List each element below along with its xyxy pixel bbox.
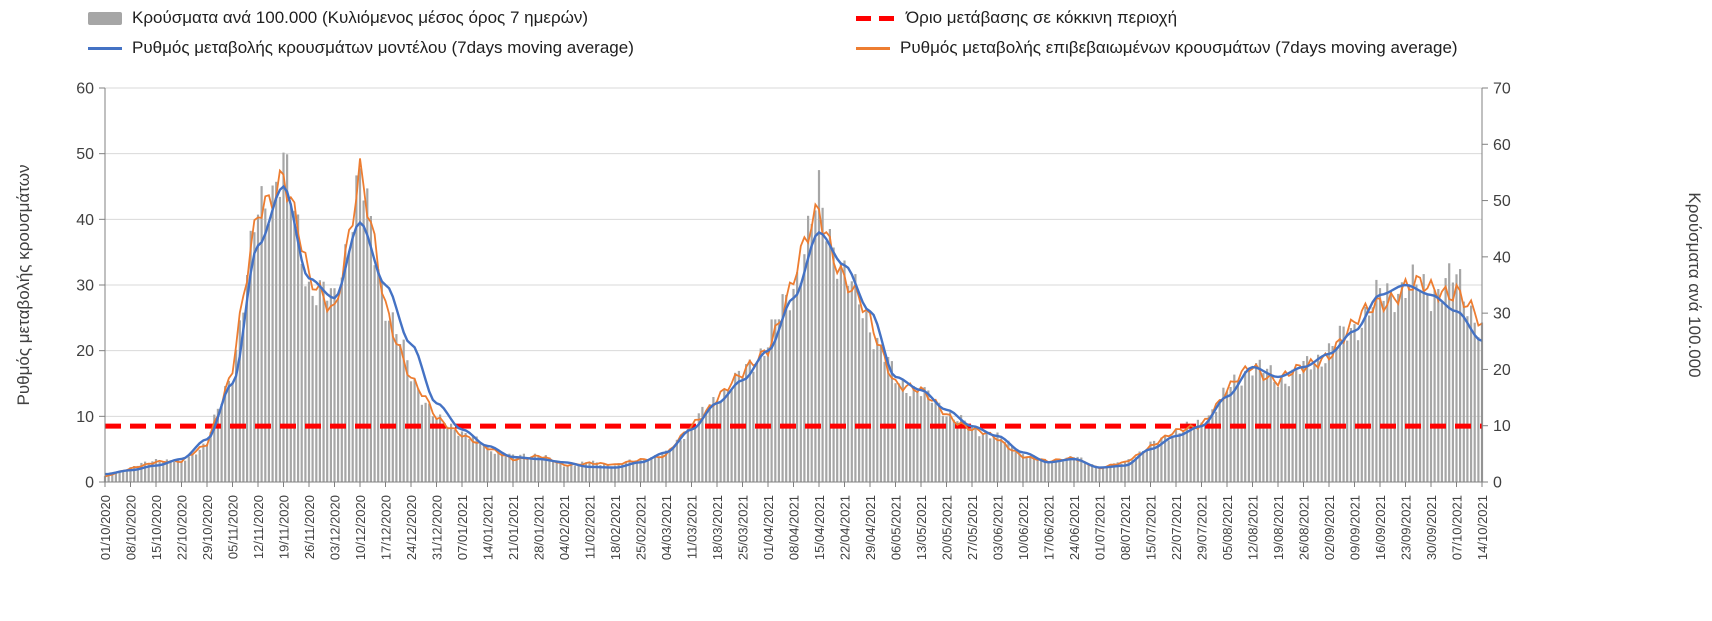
svg-text:29/10/2020: 29/10/2020 — [200, 495, 215, 560]
confirmed-line-swatch — [856, 46, 890, 50]
svg-text:17/12/2020: 17/12/2020 — [379, 495, 394, 560]
svg-text:15/07/2021: 15/07/2021 — [1144, 495, 1159, 560]
svg-text:30/09/2021: 30/09/2021 — [1424, 495, 1439, 560]
svg-text:40: 40 — [76, 212, 94, 229]
svg-text:03/06/2021: 03/06/2021 — [991, 495, 1006, 560]
svg-text:02/09/2021: 02/09/2021 — [1322, 495, 1337, 560]
svg-text:08/07/2021: 08/07/2021 — [1118, 495, 1133, 560]
svg-text:22/04/2021: 22/04/2021 — [838, 495, 853, 560]
legend-item-bars: Κρούσματα ανά 100.000 (Κυλιόμενος μέσος … — [88, 8, 856, 28]
left-axis-title: Ρυθμός μεταβολής κρουσμάτων — [14, 164, 33, 406]
legend-label-model: Ρυθμός μεταβολής κρουσμάτων μοντέλου (7d… — [132, 38, 634, 57]
svg-text:10/06/2021: 10/06/2021 — [1016, 495, 1031, 560]
svg-text:07/01/2021: 07/01/2021 — [455, 495, 470, 560]
svg-text:03/12/2020: 03/12/2020 — [328, 495, 343, 560]
svg-text:20: 20 — [1493, 362, 1511, 379]
legend-item-model: Ρυθμός μεταβολής κρουσμάτων μοντέλου (7d… — [88, 38, 856, 58]
threshold-dash-swatch — [856, 15, 896, 21]
svg-text:60: 60 — [1493, 137, 1511, 154]
svg-text:10: 10 — [1493, 418, 1511, 435]
svg-text:17/06/2021: 17/06/2021 — [1042, 495, 1057, 560]
svg-text:21/01/2021: 21/01/2021 — [506, 495, 521, 560]
svg-text:08/04/2021: 08/04/2021 — [787, 495, 802, 560]
svg-text:28/01/2021: 28/01/2021 — [532, 495, 547, 560]
right-axis-title: Κρούσματα ανά 100.000 — [1685, 192, 1704, 378]
svg-text:29/07/2021: 29/07/2021 — [1195, 495, 1210, 560]
svg-text:04/03/2021: 04/03/2021 — [659, 495, 674, 560]
svg-text:20: 20 — [76, 343, 94, 360]
svg-text:0: 0 — [85, 475, 94, 492]
svg-text:22/10/2020: 22/10/2020 — [175, 495, 190, 560]
svg-text:20/05/2021: 20/05/2021 — [940, 495, 955, 560]
legend-label-threshold: Όριο μετάβασης σε κόκκινη περιοχή — [906, 8, 1178, 27]
svg-text:24/06/2021: 24/06/2021 — [1067, 495, 1082, 560]
svg-text:14/10/2021: 14/10/2021 — [1475, 495, 1490, 560]
svg-text:01/07/2021: 01/07/2021 — [1093, 495, 1108, 560]
legend-row-2: Ρυθμός μεταβολής κρουσμάτων μοντέλου (7d… — [0, 38, 1712, 58]
svg-text:10: 10 — [76, 409, 94, 426]
svg-text:15/10/2020: 15/10/2020 — [149, 495, 164, 560]
svg-text:30: 30 — [1493, 306, 1511, 323]
svg-text:30: 30 — [76, 278, 94, 295]
svg-text:14/01/2021: 14/01/2021 — [481, 495, 496, 560]
svg-text:19/11/2020: 19/11/2020 — [277, 495, 292, 559]
svg-text:24/12/2020: 24/12/2020 — [404, 495, 419, 560]
svg-text:15/04/2021: 15/04/2021 — [812, 495, 827, 560]
svg-text:13/05/2021: 13/05/2021 — [914, 495, 929, 560]
svg-text:50: 50 — [76, 146, 94, 163]
svg-text:12/11/2020: 12/11/2020 — [251, 495, 266, 559]
chart-legend: Κρούσματα ανά 100.000 (Κυλιόμενος μέσος … — [0, 8, 1712, 68]
svg-text:29/04/2021: 29/04/2021 — [863, 495, 878, 560]
svg-text:05/11/2020: 05/11/2020 — [226, 495, 241, 559]
svg-text:05/08/2021: 05/08/2021 — [1220, 495, 1235, 560]
svg-text:60: 60 — [76, 81, 94, 98]
svg-text:07/10/2021: 07/10/2021 — [1450, 495, 1465, 560]
svg-text:18/02/2021: 18/02/2021 — [608, 495, 623, 560]
svg-text:23/09/2021: 23/09/2021 — [1399, 495, 1414, 560]
svg-text:25/02/2021: 25/02/2021 — [634, 495, 649, 560]
svg-text:25/03/2021: 25/03/2021 — [736, 495, 751, 560]
legend-label-bars: Κρούσματα ανά 100.000 (Κυλιόμενος μέσος … — [132, 8, 589, 27]
svg-text:0: 0 — [1493, 475, 1502, 492]
svg-text:18/03/2021: 18/03/2021 — [710, 495, 725, 560]
svg-text:01/04/2021: 01/04/2021 — [761, 495, 776, 560]
svg-text:19/08/2021: 19/08/2021 — [1271, 495, 1286, 560]
svg-text:31/12/2020: 31/12/2020 — [430, 495, 445, 560]
svg-text:04/02/2021: 04/02/2021 — [557, 495, 572, 560]
svg-text:11/02/2021: 11/02/2021 — [583, 495, 598, 559]
legend-item-threshold: Όριο μετάβασης σε κόκκινη περιοχή — [856, 8, 1177, 28]
legend-item-confirmed: Ρυθμός μεταβολής επιβεβαιωμένων κρουσμάτ… — [856, 38, 1458, 58]
svg-text:12/08/2021: 12/08/2021 — [1246, 495, 1261, 560]
svg-text:16/09/2021: 16/09/2021 — [1373, 495, 1388, 560]
svg-text:22/07/2021: 22/07/2021 — [1169, 495, 1184, 560]
svg-text:26/08/2021: 26/08/2021 — [1297, 495, 1312, 560]
model-line-swatch — [88, 46, 122, 50]
svg-text:50: 50 — [1493, 193, 1511, 210]
bar-series-swatch — [88, 11, 122, 25]
svg-text:70: 70 — [1493, 81, 1511, 98]
svg-text:11/03/2021: 11/03/2021 — [685, 495, 700, 559]
legend-label-confirmed: Ρυθμός μεταβολής επιβεβαιωμένων κρουσμάτ… — [900, 38, 1458, 57]
svg-text:06/05/2021: 06/05/2021 — [889, 495, 904, 560]
svg-text:40: 40 — [1493, 249, 1511, 266]
legend-row-1: Κρούσματα ανά 100.000 (Κυλιόμενος μέσος … — [0, 8, 1712, 28]
svg-text:10/12/2020: 10/12/2020 — [353, 495, 368, 560]
svg-text:08/10/2020: 08/10/2020 — [124, 495, 139, 560]
svg-text:26/11/2020: 26/11/2020 — [302, 495, 317, 559]
svg-text:09/09/2021: 09/09/2021 — [1348, 495, 1363, 560]
svg-text:27/05/2021: 27/05/2021 — [965, 495, 980, 560]
svg-text:01/10/2020: 01/10/2020 — [98, 495, 113, 560]
